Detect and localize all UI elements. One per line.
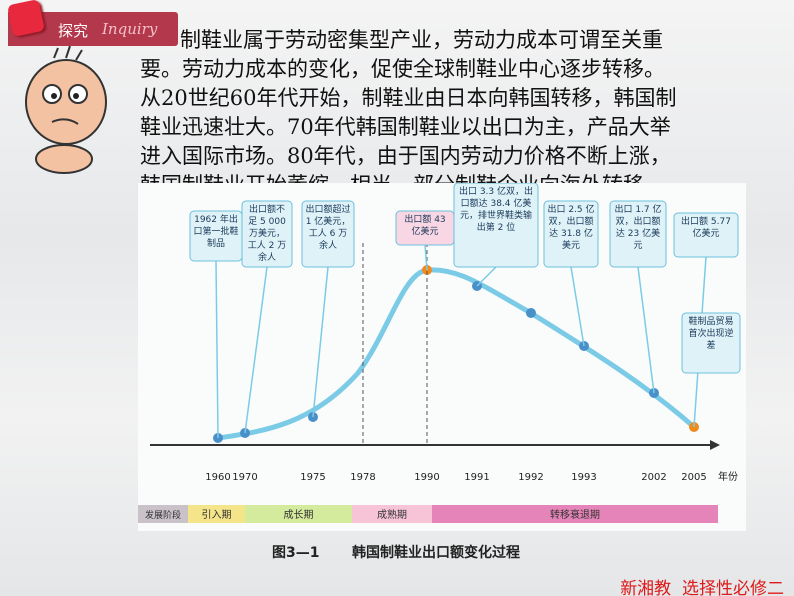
callout-text: 出口额超过 1 亿美元，工人 6 万余人: [305, 205, 351, 251]
figure-content: 1960 1970 1975 1978 1990 1991 1992 1993 2002 2005…: [138, 183, 741, 523]
stage-name: 成熟期: [377, 508, 407, 521]
callout-text: 出口 1.7 亿双，出口额达 23 亿美元: [614, 205, 662, 251]
callout-text: 1962 年出口第一批鞋制品: [193, 215, 239, 249]
text-line: 要。劳动力成本的变化，促使全球制鞋业中心逐步转移。: [140, 57, 665, 81]
year-label: 1970: [232, 472, 257, 483]
stage-cell: [138, 505, 188, 523]
leader: [476, 266, 497, 287]
callout-text: 出口额 5.77 亿美元: [681, 217, 731, 239]
leader: [424, 244, 428, 271]
callout-text: 出口额不足 5 000 万美元，工人 2 万余人: [247, 205, 287, 263]
stage-name: 转移衰退期: [550, 508, 600, 521]
stage-cell: [432, 505, 718, 523]
callout-frame: 鞋制品贸易首次出现逆差: [688, 317, 734, 351]
text-line: 进入国际市场。80年代，由于国内劳动力价格不断上涨，: [140, 144, 671, 168]
leader: [215, 260, 219, 439]
text-line: 鞋业迅速壮大。70年代韩国制鞋业以出口为主，产品大举: [140, 115, 671, 139]
callout-text: 出口额 43 亿美元: [404, 215, 446, 237]
stage-name: 引入期: [202, 509, 232, 521]
figure: 1960 1970 1975 1978 1990 1991 1992 1993 2002 2005…: [138, 183, 746, 531]
callout-text: 出口 3.3 亿双，出口额达 38.4 亿美元，排世界鞋类输出第 2 位: [458, 187, 534, 233]
callout-text: 出口 2.5 亿双，出口额达 31.8 亿美元: [547, 205, 595, 251]
year-label: 1993: [571, 472, 596, 483]
footer: 新湘教 选择性必修二: [620, 579, 784, 596]
year-label: 1991: [464, 472, 489, 483]
curve-point: [526, 308, 536, 318]
stage-cell: [352, 505, 432, 523]
callout-frame: 出口额 5.77 亿美元: [681, 217, 731, 239]
caption-number: 图3—1: [272, 545, 320, 561]
callout-frame: 出口 1.7 亿双，出口额达 23 亿美元: [614, 205, 662, 251]
callout-box: [681, 312, 741, 374]
callout-frame: 出口额不足 5 000 万美元，工人 2 万余人: [247, 205, 287, 263]
year-label: 1990: [414, 472, 439, 483]
callout-frame: 出口额 43 亿美元: [404, 215, 446, 237]
callout-frame: 出口 2.5 亿双，出口额达 31.8 亿美元: [547, 205, 595, 251]
caption-title: 韩国制鞋业出口额变化过程: [352, 545, 520, 561]
callout-text: 鞋制品贸易首次出现逆差: [688, 317, 734, 351]
leader: [312, 266, 329, 418]
year-label: 1975: [300, 472, 325, 483]
callout-frame: 出口 3.3 亿双，出口额达 38.4 亿美元，排世界鞋类输出第 2 位: [458, 187, 534, 233]
callout-frame: 1962 年出口第一批鞋制品: [193, 215, 239, 249]
stage-cell: [188, 505, 245, 523]
curve: [217, 267, 696, 441]
leader: [570, 266, 585, 347]
year-label: 1992: [518, 472, 543, 483]
year-label: 1978: [350, 472, 375, 483]
text-line: 从20世纪60年代开始，制鞋业由日本向韩国转移，韩国制: [140, 86, 677, 110]
badge-english: Inquiry: [102, 20, 158, 38]
callout-box: [241, 200, 293, 268]
callout-box: [609, 200, 667, 268]
badge-label: 探究: [58, 22, 89, 40]
axis-label: 年份: [718, 470, 738, 483]
year-label: 2002: [641, 472, 666, 483]
callout-box: [543, 200, 599, 268]
callout-box: [673, 212, 739, 258]
stage-name: 成长期: [284, 509, 314, 521]
callout-box: [301, 200, 355, 268]
text-line: 制鞋业属于劳动密集型产业，劳动力成本可谓至关重: [180, 28, 663, 52]
cartoon: [25, 45, 107, 174]
callout-frame: 出口额超过 1 亿美元，工人 6 万余人: [305, 205, 351, 251]
callout-box: [453, 183, 539, 268]
year-label: 2005: [681, 472, 706, 483]
axis-arrow: [710, 440, 720, 450]
badge-icon: [7, 0, 45, 37]
year-label: 1960: [205, 472, 230, 483]
leader: [637, 266, 655, 394]
stage-cell: [245, 505, 352, 523]
stage-label: 发展阶段: [145, 509, 181, 521]
leader: [244, 266, 268, 434]
